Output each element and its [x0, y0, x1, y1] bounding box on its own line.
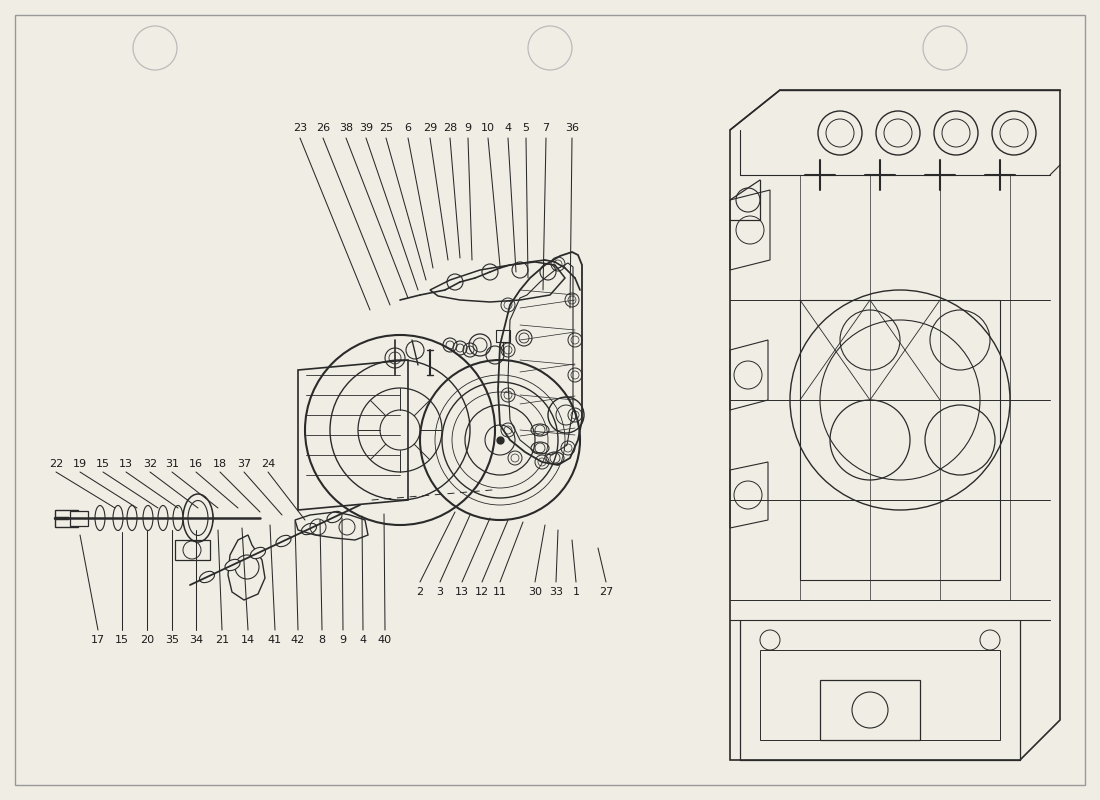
Text: 27: 27	[598, 587, 613, 597]
Text: 7: 7	[542, 123, 550, 133]
Text: 34: 34	[189, 635, 204, 645]
Ellipse shape	[199, 571, 214, 582]
Text: 40: 40	[378, 635, 392, 645]
Text: 29: 29	[422, 123, 437, 133]
Text: 20: 20	[140, 635, 154, 645]
Ellipse shape	[113, 506, 123, 530]
Ellipse shape	[224, 559, 240, 570]
Text: 13: 13	[119, 459, 133, 469]
Text: 3: 3	[437, 587, 443, 597]
Ellipse shape	[188, 501, 208, 535]
Text: 2: 2	[417, 587, 424, 597]
Ellipse shape	[95, 506, 104, 530]
Text: 4: 4	[505, 123, 512, 133]
Text: 17: 17	[91, 635, 106, 645]
Text: 8: 8	[318, 635, 326, 645]
Text: 19: 19	[73, 459, 87, 469]
Ellipse shape	[251, 547, 265, 558]
Text: 14: 14	[241, 635, 255, 645]
Ellipse shape	[276, 535, 292, 546]
Ellipse shape	[173, 506, 183, 530]
Text: 31: 31	[165, 459, 179, 469]
Text: 35: 35	[165, 635, 179, 645]
Polygon shape	[55, 510, 78, 527]
Ellipse shape	[327, 511, 342, 522]
Text: 11: 11	[493, 587, 507, 597]
Text: 33: 33	[549, 587, 563, 597]
Text: 38: 38	[339, 123, 353, 133]
Text: 32: 32	[143, 459, 157, 469]
Text: 18: 18	[213, 459, 227, 469]
Text: 41: 41	[268, 635, 282, 645]
Ellipse shape	[204, 506, 213, 530]
Text: 4: 4	[360, 635, 366, 645]
Circle shape	[528, 26, 572, 70]
Text: 25: 25	[378, 123, 393, 133]
Text: 37: 37	[236, 459, 251, 469]
Text: 15: 15	[96, 459, 110, 469]
Text: 39: 39	[359, 123, 373, 133]
Text: 36: 36	[565, 123, 579, 133]
Circle shape	[923, 26, 967, 70]
Text: 23: 23	[293, 123, 307, 133]
Text: 15: 15	[116, 635, 129, 645]
Text: 5: 5	[522, 123, 529, 133]
Ellipse shape	[126, 506, 138, 530]
Circle shape	[133, 26, 177, 70]
Text: 12: 12	[475, 587, 490, 597]
Ellipse shape	[158, 506, 168, 530]
Polygon shape	[70, 511, 88, 526]
Text: 22: 22	[48, 459, 63, 469]
Ellipse shape	[143, 506, 153, 530]
Text: 9: 9	[340, 635, 346, 645]
Text: 30: 30	[528, 587, 542, 597]
Text: 42: 42	[290, 635, 305, 645]
Ellipse shape	[301, 523, 317, 534]
Text: 21: 21	[214, 635, 229, 645]
Text: 16: 16	[189, 459, 204, 469]
Text: 9: 9	[464, 123, 472, 133]
Ellipse shape	[183, 494, 213, 542]
Text: 1: 1	[572, 587, 580, 597]
Text: 13: 13	[455, 587, 469, 597]
Text: 10: 10	[481, 123, 495, 133]
Ellipse shape	[187, 506, 197, 530]
Text: 6: 6	[405, 123, 411, 133]
Text: 24: 24	[261, 459, 275, 469]
Text: 28: 28	[443, 123, 458, 133]
Text: 26: 26	[316, 123, 330, 133]
